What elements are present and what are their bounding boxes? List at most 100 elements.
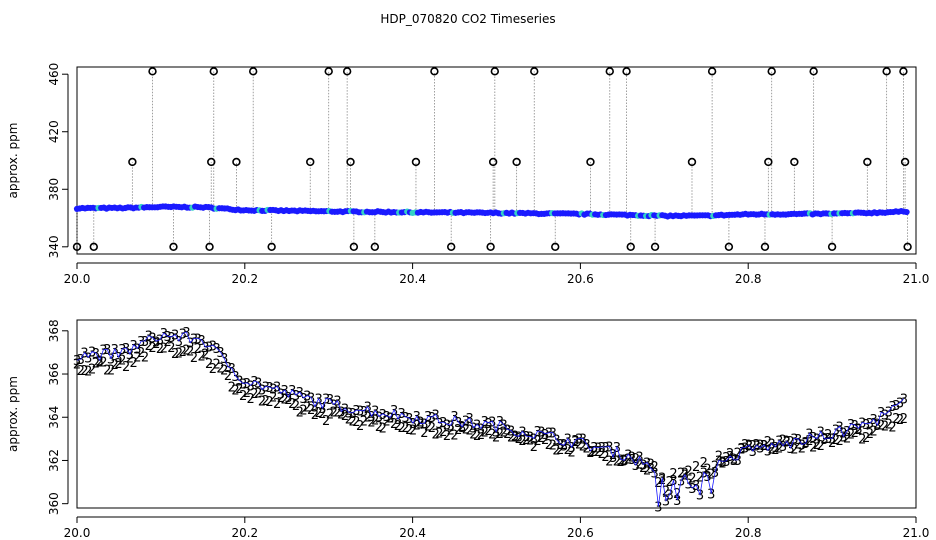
series-3-marker: 3 (888, 400, 896, 415)
series-3-line (76, 331, 905, 507)
series-2-marker: 2 (145, 339, 153, 354)
outlier-point (207, 157, 216, 167)
series-3-marker: 3 (617, 453, 625, 468)
series-2-marker: 2 (281, 393, 289, 408)
series-2-marker: 2 (194, 342, 202, 357)
plot-frame (76, 319, 917, 509)
series-3-marker: 3 (515, 430, 523, 445)
series-3-marker: 3 (416, 418, 424, 433)
series-2-marker: 2 (900, 412, 908, 427)
series-3-marker: 3 (571, 434, 579, 449)
series-2-marker: 2 (737, 442, 745, 457)
series-3-marker: 3 (360, 405, 368, 420)
series-3-marker: 3 (299, 392, 307, 407)
series-3-marker: 3 (254, 377, 262, 392)
series-2-marker: 2 (382, 415, 390, 430)
series-2-marker: 2 (594, 445, 602, 460)
series-2-marker: 2 (341, 409, 349, 424)
series-2-marker: 2 (635, 457, 643, 472)
series-2-marker: 2 (507, 430, 515, 445)
y-tick-label: 364 (47, 406, 61, 429)
series-3-marker: 3 (405, 412, 413, 427)
series-2-marker: 2 (481, 426, 489, 441)
x-tick-label: 20.2 (231, 526, 258, 540)
series-3-marker: 3 (84, 351, 92, 366)
y-tick-label: 380 (47, 178, 61, 201)
series-2-marker: 2 (439, 425, 447, 440)
series-3-marker: 3 (549, 427, 557, 442)
outlier-point (169, 242, 178, 252)
series-3-marker: 3 (681, 469, 689, 484)
series-3-marker: 3 (484, 417, 492, 432)
series-2-marker: 2 (556, 443, 564, 458)
series-3-marker: 3 (666, 488, 674, 503)
series-3-marker: 3 (352, 404, 360, 419)
series-3-marker: 3 (107, 352, 115, 367)
series-3-marker: 3 (620, 454, 628, 469)
series-2-marker: 2 (352, 415, 360, 430)
series-3-marker: 3 (560, 439, 568, 454)
series-3-marker: 3 (443, 418, 451, 433)
series-2-marker: 2 (552, 443, 560, 458)
outlier-point (512, 157, 521, 167)
series-2-marker: 2 (243, 386, 251, 401)
series-3-marker: 3 (869, 413, 877, 428)
series-3-marker: 3 (775, 435, 783, 450)
series-2-marker: 2 (228, 381, 236, 396)
series-3-marker: 3 (160, 327, 168, 342)
series-2-marker: 2 (669, 467, 677, 482)
series-2-marker: 2 (605, 455, 613, 470)
series-2-marker: 2 (760, 439, 768, 454)
series-3-marker: 3 (715, 455, 723, 470)
series-3-marker: 3 (809, 431, 817, 446)
series-2-marker: 2 (114, 357, 122, 372)
series-2-marker: 2 (843, 431, 851, 446)
series-2-marker: 2 (469, 428, 477, 443)
series-3-marker: 3 (643, 457, 651, 472)
outlier-point (790, 157, 799, 167)
series-2-marker: 2 (477, 428, 485, 443)
series-3-marker: 3 (382, 410, 390, 425)
series-3-marker: 3 (88, 345, 96, 360)
outlier-point (306, 157, 315, 167)
series-2-marker: 2 (484, 424, 492, 439)
series-3-marker: 3 (824, 432, 832, 447)
series-2-marker: 2 (216, 362, 224, 377)
series-3-marker: 3 (322, 393, 330, 408)
series-2-marker: 2 (364, 410, 372, 425)
series-3-marker: 3 (239, 377, 247, 392)
series-2-marker: 2 (809, 440, 817, 455)
x-tick-label: 20.8 (735, 526, 762, 540)
series-3-marker: 3 (409, 417, 417, 432)
outlier-point (586, 157, 595, 167)
series-2-marker: 2 (92, 357, 100, 372)
outlier-point (882, 67, 891, 76)
series-2-marker: 2 (601, 450, 609, 465)
series-3-marker: 3 (847, 418, 855, 433)
outlier-point (724, 242, 734, 252)
series-3-marker: 3 (832, 423, 840, 438)
series-2-marker: 2 (764, 435, 772, 450)
y-tick-label: 340 (47, 235, 61, 258)
series-2-marker: 2 (292, 399, 300, 414)
series-3-marker: 3 (364, 401, 372, 416)
series-3-marker: 3 (900, 393, 908, 408)
series-2-marker: 2 (337, 408, 345, 423)
series-3-marker: 3 (375, 410, 383, 425)
series-2-marker: 2 (771, 443, 779, 458)
series-2-marker: 2 (715, 450, 723, 465)
series-2-marker: 2 (522, 433, 530, 448)
series-3-marker: 3 (179, 327, 187, 342)
x-tick-label: 20.6 (567, 526, 594, 540)
series-3-marker: 3 (428, 411, 436, 426)
series-3-marker: 3 (371, 405, 379, 420)
series-2-marker: 2 (854, 423, 862, 438)
series-3-marker: 3 (281, 384, 289, 399)
series-2-marker: 2 (718, 457, 726, 472)
series-2-marker: 2 (741, 438, 749, 453)
series-3-marker: 3 (726, 450, 734, 465)
series-3-marker: 3 (507, 425, 515, 440)
series-2-marker: 2 (333, 405, 341, 420)
series-3-marker: 3 (790, 433, 798, 448)
series-3-marker: 3 (734, 454, 742, 469)
